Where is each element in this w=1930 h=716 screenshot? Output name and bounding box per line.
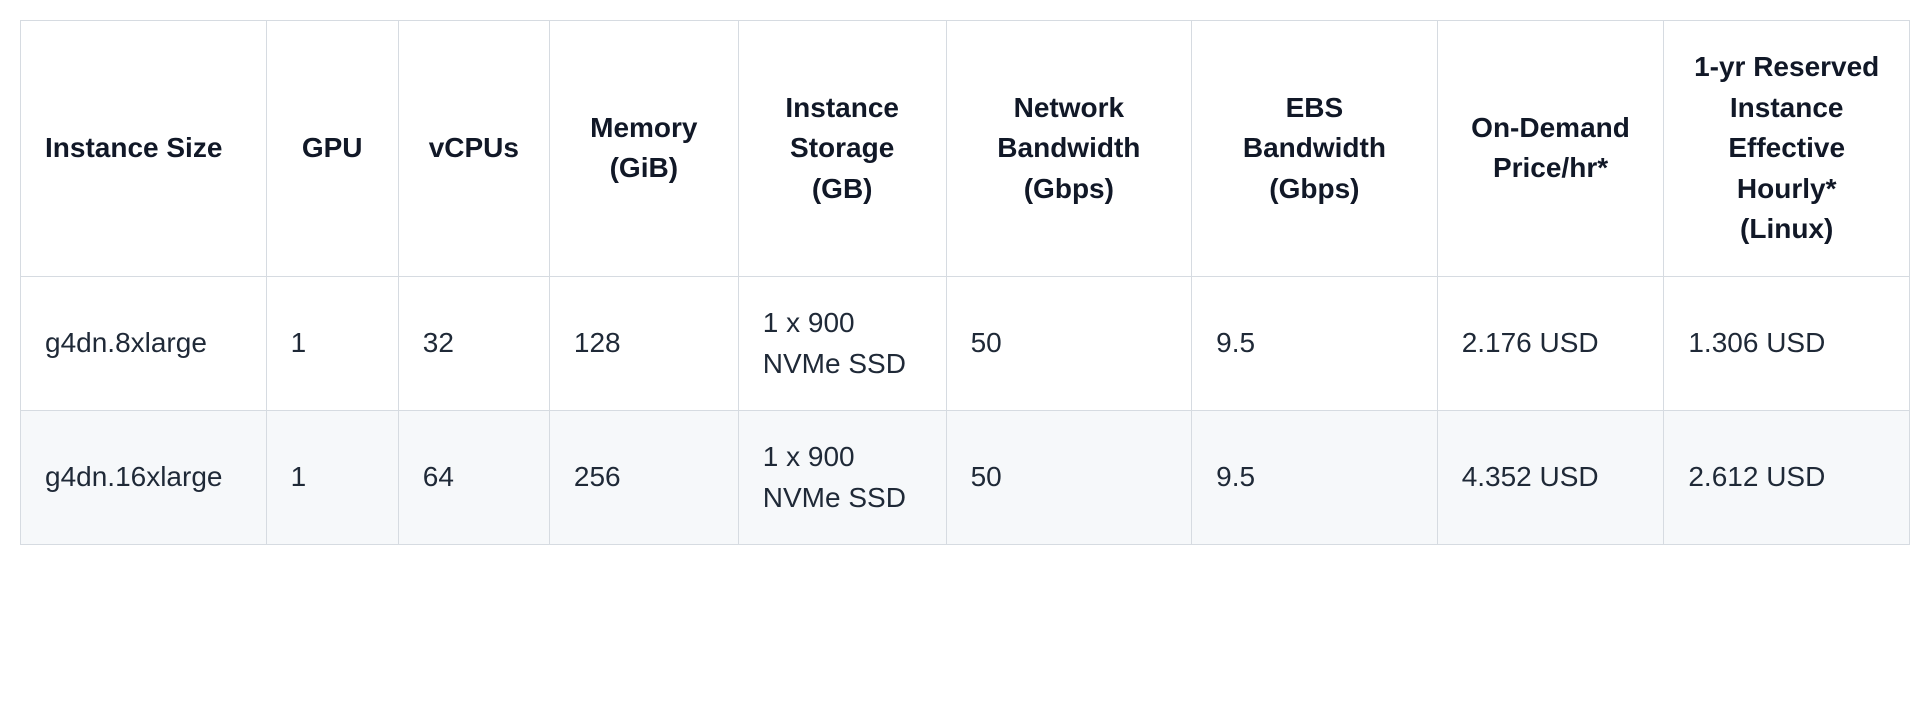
- cell-memory: 256: [549, 411, 738, 545]
- cell-on-demand-price: 2.176 USD: [1437, 276, 1664, 410]
- col-header-vcpus: vCPUs: [398, 21, 549, 277]
- table-header-row: Instance Size GPU vCPUs Memory (GiB) Ins…: [21, 21, 1910, 277]
- cell-vcpus: 64: [398, 411, 549, 545]
- table-row: g4dn.16xlarge 1 64 256 1 x 900 NVMe SSD …: [21, 411, 1910, 545]
- cell-instance-size: g4dn.8xlarge: [21, 276, 267, 410]
- pricing-table-container: Instance Size GPU vCPUs Memory (GiB) Ins…: [20, 20, 1910, 545]
- cell-on-demand-price: 4.352 USD: [1437, 411, 1664, 545]
- cell-ebs-bandwidth: 9.5: [1192, 411, 1438, 545]
- col-header-gpu: GPU: [266, 21, 398, 277]
- table-row: g4dn.8xlarge 1 32 128 1 x 900 NVMe SSD 5…: [21, 276, 1910, 410]
- cell-reserved-hourly: 2.612 USD: [1664, 411, 1910, 545]
- col-header-instance-storage: Instance Storage (GB): [738, 21, 946, 277]
- cell-network-bandwidth: 50: [946, 276, 1192, 410]
- col-header-reserved-hourly: 1-yr Reserved Instance Effective Hourly*…: [1664, 21, 1910, 277]
- cell-reserved-hourly: 1.306 USD: [1664, 276, 1910, 410]
- cell-vcpus: 32: [398, 276, 549, 410]
- cell-instance-storage: 1 x 900 NVMe SSD: [738, 411, 946, 545]
- cell-gpu: 1: [266, 276, 398, 410]
- col-header-instance-size: Instance Size: [21, 21, 267, 277]
- cell-instance-size: g4dn.16xlarge: [21, 411, 267, 545]
- pricing-table: Instance Size GPU vCPUs Memory (GiB) Ins…: [20, 20, 1910, 545]
- cell-memory: 128: [549, 276, 738, 410]
- col-header-memory: Memory (GiB): [549, 21, 738, 277]
- cell-instance-storage: 1 x 900 NVMe SSD: [738, 276, 946, 410]
- col-header-on-demand-price: On-Demand Price/hr*: [1437, 21, 1664, 277]
- col-header-network-bandwidth: Network Bandwidth (Gbps): [946, 21, 1192, 277]
- cell-network-bandwidth: 50: [946, 411, 1192, 545]
- cell-ebs-bandwidth: 9.5: [1192, 276, 1438, 410]
- col-header-ebs-bandwidth: EBS Bandwidth (Gbps): [1192, 21, 1438, 277]
- cell-gpu: 1: [266, 411, 398, 545]
